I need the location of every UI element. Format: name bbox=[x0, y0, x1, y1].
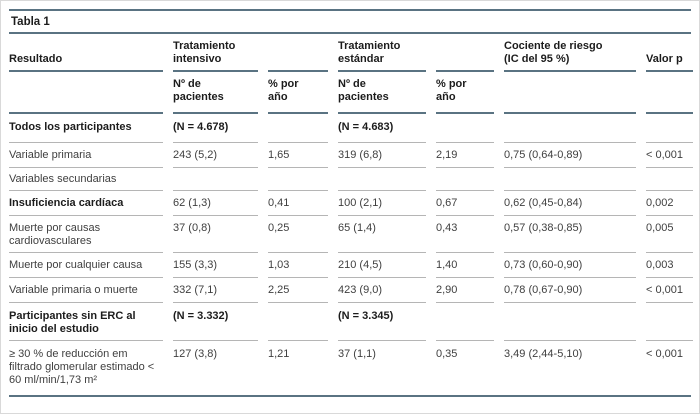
cell-hazard-ratio: 0,62 (0,45-0,84) bbox=[504, 191, 636, 216]
table-row: Muerte por causas cardiovasculares 37 (0… bbox=[9, 216, 693, 253]
cell-n-standard: 423 (9,0) bbox=[338, 278, 426, 303]
bottom-rule bbox=[9, 395, 691, 397]
subcol-pct-standard: % por año bbox=[436, 72, 494, 114]
cell-pct-standard: 0,35 bbox=[436, 348, 458, 360]
cell-pct-intensive bbox=[268, 114, 328, 143]
cell-n-intensive: 243 (5,2) bbox=[173, 143, 258, 168]
cell-pct-standard bbox=[436, 303, 494, 341]
cell-hazard-ratio: 0,73 (0,60-0,90) bbox=[504, 253, 636, 278]
cell-pct-standard: 0,67 bbox=[436, 191, 494, 216]
cell-outcome: Todos los participantes bbox=[9, 114, 163, 143]
cell-outcome: Participantes sin ERC al inicio del estu… bbox=[9, 303, 163, 341]
cell-n-standard: 65 (1,4) bbox=[338, 216, 426, 253]
cell-hazard-ratio: 0,57 (0,38-0,85) bbox=[504, 216, 636, 253]
col-header-p-value: Valor p bbox=[646, 34, 693, 72]
subcol-spacer-p bbox=[646, 72, 693, 114]
cell-pct-intensive: 2,25 bbox=[268, 278, 328, 303]
cell-n-intensive: 37 (0,8) bbox=[173, 216, 258, 253]
cell-n-intensive: 127 (3,8) bbox=[173, 348, 218, 360]
cell-p-value: 0,002 bbox=[646, 191, 693, 216]
cell-n-intensive: (N = 3.332) bbox=[173, 303, 258, 341]
cell-hazard-ratio: 3,49 (2,44-5,10) bbox=[504, 348, 583, 360]
cell-pct-intensive: 1,21 bbox=[268, 348, 290, 360]
subcol-spacer-0 bbox=[9, 72, 163, 114]
cell-outcome: Insuficiencia cardíaca bbox=[9, 191, 163, 216]
cell-outcome: Muerte por cualquier causa bbox=[9, 253, 163, 278]
subcol-pct-intensive: % por año bbox=[268, 72, 328, 114]
cell-outcome: ≥ 30 % de reducción em filtrado glomerul… bbox=[9, 348, 155, 386]
subcol-n-standard: Nº de pacientes bbox=[338, 72, 426, 114]
col-header-resultado: Resultado bbox=[9, 34, 163, 72]
subcol-n-intensive: Nº de pacientes bbox=[173, 72, 258, 114]
title-rule bbox=[9, 32, 691, 34]
cell-pct-standard: 2,90 bbox=[436, 278, 494, 303]
cell-n-standard: 100 (2,1) bbox=[338, 191, 426, 216]
cell-n-intensive: 62 (1,3) bbox=[173, 191, 258, 216]
cell-n-standard: 210 (4,5) bbox=[338, 253, 426, 278]
col-header-standard: Tratamiento estándar bbox=[338, 34, 426, 72]
cell-pct-standard bbox=[436, 114, 494, 143]
table-row: Todos los participantes (N = 4.678) (N =… bbox=[9, 114, 693, 143]
cell-pct-intensive: 0,25 bbox=[268, 216, 328, 253]
table-row: Variables secundarias bbox=[9, 168, 693, 191]
cell-p-value bbox=[646, 303, 693, 341]
cell-hazard-ratio bbox=[504, 303, 636, 341]
cell-p-value: < 0,001 bbox=[646, 143, 693, 168]
table-row: Variable primaria 243 (5,2) 1,65 319 (6,… bbox=[9, 143, 693, 168]
cell-pct-standard bbox=[436, 168, 494, 191]
results-table: Resultado Tratamiento intensivo Tratamien… bbox=[0, 34, 700, 395]
cell-p-value: 0,003 bbox=[646, 253, 693, 278]
col-header-hazard-ratio: Cociente de riesgo (IC del 95 %) bbox=[504, 34, 636, 72]
header-row-groups: Resultado Tratamiento intensivo Tratamien… bbox=[9, 34, 693, 72]
top-rule bbox=[9, 9, 691, 11]
cell-pct-intensive: 1,65 bbox=[268, 143, 328, 168]
cell-hazard-ratio: 0,75 (0,64-0,89) bbox=[504, 143, 636, 168]
cell-n-intensive: 155 (3,3) bbox=[173, 253, 258, 278]
cell-outcome: Variables secundarias bbox=[9, 168, 163, 191]
cell-n-standard bbox=[338, 168, 426, 191]
cell-n-standard: 319 (6,8) bbox=[338, 143, 426, 168]
cell-pct-standard: 2,19 bbox=[436, 143, 494, 168]
table-row: Participantes sin ERC al inicio del estu… bbox=[9, 303, 693, 341]
table-row: Variable primaria o muerte 332 (7,1) 2,2… bbox=[9, 278, 693, 303]
table-row: Insuficiencia cardíaca 62 (1,3) 0,41 100… bbox=[9, 191, 693, 216]
cell-n-standard: (N = 3.345) bbox=[338, 303, 426, 341]
subcol-spacer-hr bbox=[504, 72, 636, 114]
cell-n-standard: (N = 4.683) bbox=[338, 114, 426, 143]
cell-p-value: < 0,001 bbox=[646, 348, 684, 360]
cell-p-value bbox=[646, 114, 693, 143]
cell-hazard-ratio bbox=[504, 114, 636, 143]
cell-n-standard: 37 (1,1) bbox=[338, 348, 376, 360]
cell-pct-standard: 1,40 bbox=[436, 253, 494, 278]
cell-p-value: < 0,001 bbox=[646, 278, 693, 303]
cell-pct-intensive: 1,03 bbox=[268, 253, 328, 278]
table-title: Tabla 1 bbox=[11, 16, 50, 28]
cell-p-value bbox=[646, 168, 693, 191]
table-row: ≥ 30 % de reducción em filtrado glomerul… bbox=[9, 341, 693, 395]
cell-outcome: Muerte por causas cardiovasculares bbox=[9, 216, 163, 253]
col-header-spacer-2 bbox=[436, 34, 494, 72]
cell-pct-standard: 0,43 bbox=[436, 216, 494, 253]
cell-pct-intensive: 0,41 bbox=[268, 191, 328, 216]
cell-hazard-ratio: 0,78 (0,67-0,90) bbox=[504, 278, 636, 303]
cell-pct-intensive bbox=[268, 303, 328, 341]
cell-p-value: 0,005 bbox=[646, 216, 693, 253]
col-header-intensive: Tratamiento intensivo bbox=[173, 34, 258, 72]
cell-n-intensive: (N = 4.678) bbox=[173, 114, 258, 143]
col-header-spacer-1 bbox=[268, 34, 328, 72]
cell-n-intensive bbox=[173, 168, 258, 191]
cell-n-intensive: 332 (7,1) bbox=[173, 278, 258, 303]
table-row: Muerte por cualquier causa 155 (3,3) 1,0… bbox=[9, 253, 693, 278]
header-row-subcolumns: Nº de pacientes % por año Nº de pacientes %… bbox=[9, 72, 693, 114]
cell-pct-intensive bbox=[268, 168, 328, 191]
cell-outcome: Variable primaria bbox=[9, 143, 163, 168]
cell-outcome: Variable primaria o muerte bbox=[9, 278, 163, 303]
cell-hazard-ratio bbox=[504, 168, 636, 191]
